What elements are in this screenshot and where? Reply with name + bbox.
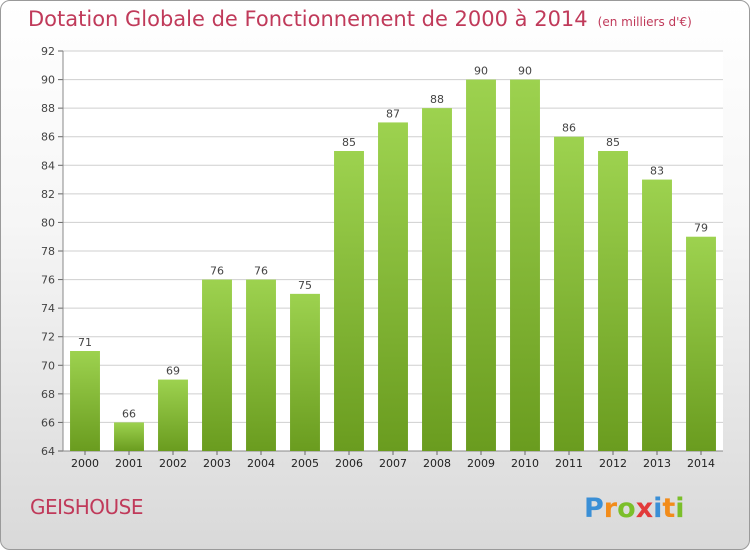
y-tick-label: 66	[41, 416, 55, 429]
bar	[246, 279, 276, 451]
y-tick-label: 64	[41, 445, 55, 458]
x-tick-label: 2010	[511, 457, 539, 470]
data-label: 76	[210, 265, 224, 278]
proxiti-logo: Proxiti	[584, 493, 685, 524]
data-label: 76	[254, 265, 268, 278]
y-tick-label: 70	[41, 359, 55, 372]
data-label: 87	[386, 107, 400, 120]
y-tick-label: 88	[41, 102, 55, 115]
y-tick-label: 84	[41, 159, 55, 172]
x-tick-label: 2004	[247, 457, 275, 470]
bar	[598, 151, 628, 451]
y-tick-label: 74	[41, 302, 55, 315]
data-label: 86	[562, 122, 576, 135]
x-tick-label: 2002	[159, 457, 187, 470]
x-tick-label: 2011	[555, 457, 583, 470]
svg-text:Proxiti: Proxiti	[584, 493, 685, 524]
bar	[202, 279, 232, 451]
x-tick-label: 2013	[643, 457, 671, 470]
bar	[334, 151, 364, 451]
bar	[466, 79, 496, 452]
bar	[70, 351, 100, 451]
y-tick-label: 72	[41, 331, 55, 344]
data-label: 85	[606, 136, 620, 149]
x-tick-label: 2009	[467, 457, 495, 470]
data-label: 90	[474, 65, 488, 78]
y-tick-label: 82	[41, 188, 55, 201]
data-label: 71	[78, 336, 92, 349]
bar	[158, 379, 188, 451]
bar	[554, 136, 584, 451]
data-label: 88	[430, 93, 444, 106]
y-tick-label: 80	[41, 216, 55, 229]
x-tick-label: 2008	[423, 457, 451, 470]
x-tick-label: 2006	[335, 457, 363, 470]
chart-title: Dotation Globale de Fonctionnement de 20…	[28, 7, 692, 31]
chart-title-text: Dotation Globale de Fonctionnement de 20…	[28, 7, 588, 31]
x-tick-label: 2000	[71, 457, 99, 470]
bar	[422, 108, 452, 452]
bar	[642, 179, 672, 452]
bar	[686, 236, 716, 451]
data-label: 83	[650, 165, 664, 178]
bar	[378, 122, 408, 451]
bar	[510, 79, 540, 452]
x-tick-label: 2001	[115, 457, 143, 470]
y-tick-label: 86	[41, 131, 55, 144]
y-tick-label: 92	[41, 45, 55, 58]
x-tick-label: 2007	[379, 457, 407, 470]
y-tick-label: 76	[41, 274, 55, 287]
bar	[114, 422, 144, 451]
data-label: 90	[518, 65, 532, 78]
data-label: 66	[122, 407, 136, 420]
bar	[290, 293, 320, 451]
y-tick-label: 68	[41, 388, 55, 401]
data-label: 79	[694, 222, 708, 235]
data-label: 85	[342, 136, 356, 149]
chart-unit: (en milliers d'€)	[597, 15, 692, 29]
y-tick-label: 78	[41, 245, 55, 258]
x-tick-label: 2014	[687, 457, 715, 470]
x-tick-label: 2012	[599, 457, 627, 470]
commune-name: GEISHOUSE	[30, 495, 143, 519]
x-tick-label: 2005	[291, 457, 319, 470]
y-tick-label: 90	[41, 74, 55, 87]
x-tick-label: 2003	[203, 457, 231, 470]
data-label: 69	[166, 365, 180, 378]
data-label: 75	[298, 279, 312, 292]
